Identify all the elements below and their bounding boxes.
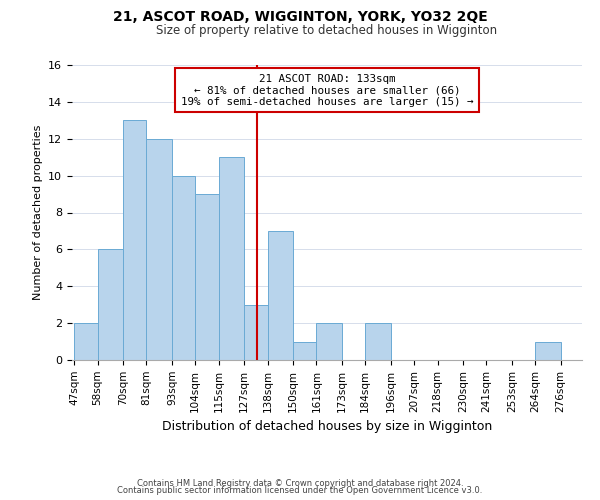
Text: Contains HM Land Registry data © Crown copyright and database right 2024.: Contains HM Land Registry data © Crown c… xyxy=(137,478,463,488)
Text: Contains public sector information licensed under the Open Government Licence v3: Contains public sector information licen… xyxy=(118,486,482,495)
Bar xyxy=(98,250,123,360)
Title: Size of property relative to detached houses in Wigginton: Size of property relative to detached ho… xyxy=(157,24,497,38)
Bar xyxy=(268,231,293,360)
Bar xyxy=(365,323,391,360)
Bar xyxy=(316,323,342,360)
Bar xyxy=(74,323,98,360)
Bar xyxy=(195,194,218,360)
Bar xyxy=(218,157,244,360)
Bar xyxy=(293,342,316,360)
Bar xyxy=(244,304,268,360)
Text: 21 ASCOT ROAD: 133sqm
← 81% of detached houses are smaller (66)
19% of semi-deta: 21 ASCOT ROAD: 133sqm ← 81% of detached … xyxy=(181,74,473,107)
Y-axis label: Number of detached properties: Number of detached properties xyxy=(32,125,43,300)
Bar xyxy=(535,342,561,360)
Text: 21, ASCOT ROAD, WIGGINTON, YORK, YO32 2QE: 21, ASCOT ROAD, WIGGINTON, YORK, YO32 2Q… xyxy=(113,10,487,24)
X-axis label: Distribution of detached houses by size in Wigginton: Distribution of detached houses by size … xyxy=(162,420,492,433)
Bar xyxy=(123,120,146,360)
Bar xyxy=(172,176,195,360)
Bar xyxy=(146,138,172,360)
